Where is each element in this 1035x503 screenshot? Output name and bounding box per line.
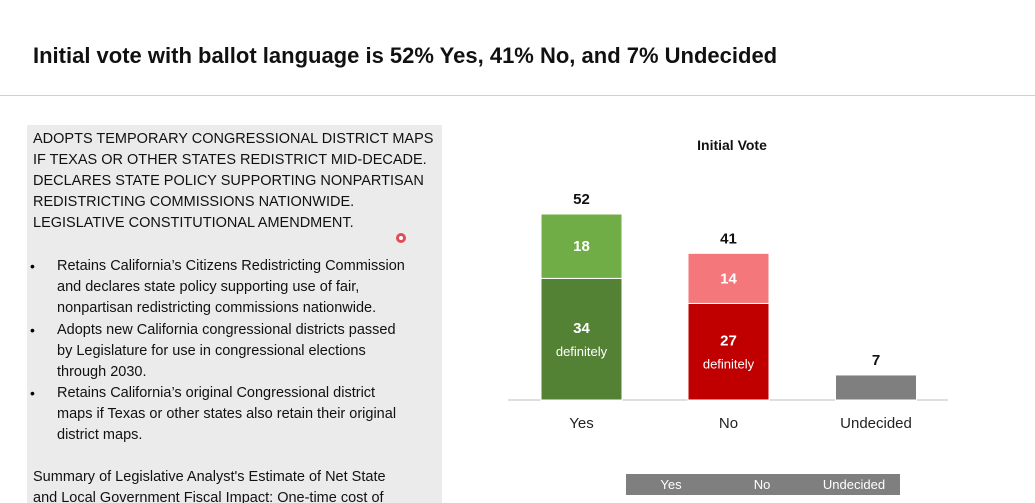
- table-header-cell: No: [754, 477, 771, 492]
- bullet: •: [30, 258, 35, 274]
- bullet-line: district maps.: [57, 427, 143, 443]
- table-header-cell: Yes: [660, 477, 682, 492]
- segment-note: definitely: [703, 357, 755, 372]
- summary-line: DECLARES STATE POLICY SUPPORTING NONPART…: [33, 173, 424, 189]
- total-label: 52: [573, 191, 590, 208]
- segment-label: 14: [720, 270, 737, 287]
- bar-segment: [687, 252, 770, 304]
- bullet-line: maps if Texas or other states also retai…: [57, 406, 397, 422]
- bar-segment: [540, 277, 623, 401]
- bullet-line: by Legislature for use in congressional …: [57, 342, 366, 359]
- summary-line: ADOPTS TEMPORARY CONGRESSIONAL DISTRICT …: [33, 131, 434, 147]
- summary-line: REDISTRICTING COMMISSIONS NATIONWIDE.: [33, 194, 355, 210]
- segment-label: 18: [573, 238, 590, 255]
- segment-note: definitely: [556, 344, 608, 359]
- divider: [0, 95, 1035, 96]
- bullet-line: Retains California’s Citizens Redistrict…: [57, 258, 405, 274]
- table-header-cell: Undecided: [823, 477, 885, 492]
- fiscal-line: Summary of Legislative Analyst's Estimat…: [33, 469, 386, 485]
- fiscal-line: and Local Government Fiscal Impact: One-…: [33, 490, 384, 503]
- bullet-line: nonpartisan redistricting commissions na…: [57, 300, 377, 316]
- segment-label: 34: [573, 320, 590, 337]
- total-label: 41: [720, 230, 737, 247]
- bullet: •: [30, 385, 35, 401]
- ballot-box: [27, 125, 442, 503]
- table-header: [626, 474, 900, 495]
- segment-label: 27: [720, 333, 737, 350]
- bullet-line: Adopts new California congressional dist…: [57, 321, 396, 338]
- x-tick-label: No: [719, 415, 738, 432]
- bar-segment: [540, 213, 623, 279]
- bullet: •: [30, 321, 35, 338]
- bar-segment: [835, 374, 917, 401]
- x-tick-label: Yes: [569, 415, 593, 432]
- summary-line: LEGISLATIVE CONSTITUTIONAL AMENDMENT.: [33, 215, 354, 231]
- chart-title: Initial Vote: [697, 137, 767, 153]
- bullet-line: Retains California’s original Congressio…: [57, 385, 376, 401]
- bullet-line: through 2030.: [57, 363, 147, 380]
- bullet-line: and declares state policy supporting use…: [57, 279, 360, 295]
- summary-line: IF TEXAS OR OTHER STATES REDISTRICT MID-…: [33, 152, 427, 168]
- pointer-dot-center: [399, 236, 403, 240]
- slide-title: Initial vote with ballot language is 52%…: [33, 43, 778, 68]
- x-tick-label: Undecided: [840, 415, 912, 432]
- bar-segment: [687, 302, 770, 401]
- total-label: 7: [872, 352, 880, 369]
